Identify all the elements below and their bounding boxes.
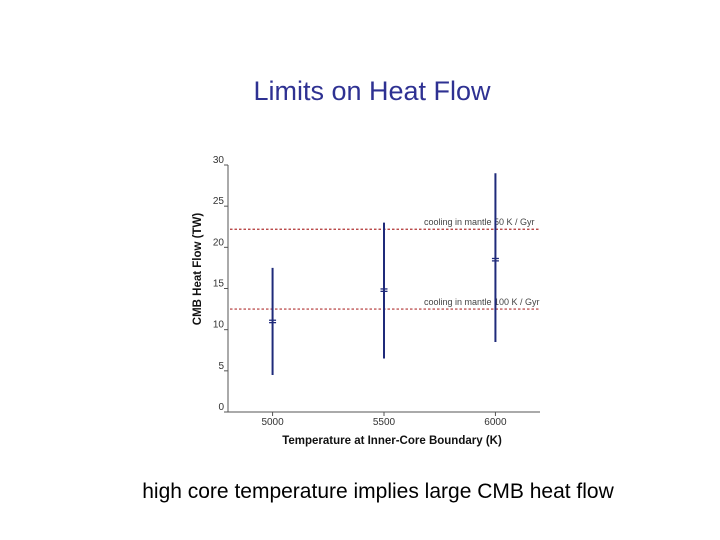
x-tick-label: 5500 (373, 417, 396, 428)
y-tick-label: 15 (213, 279, 225, 290)
y-axis-title: CMB Heat Flow (TW) (192, 213, 204, 326)
reference-line-label: cooling in mantle 100 K / Gyr (424, 297, 540, 307)
slide-caption: high core temperature implies large CMB … (142, 480, 614, 503)
x-tick-label: 5000 (261, 417, 284, 428)
y-tick-label: 20 (213, 237, 225, 248)
x-axis-title: Temperature at Inner-Core Boundary (K) (282, 435, 502, 447)
data-points (269, 173, 499, 375)
x-ticks: 5000 5500 6000 (261, 412, 507, 428)
y-tick-label: 25 (213, 196, 225, 207)
x-tick-label: 6000 (484, 417, 507, 428)
y-tick-label: 30 (213, 155, 225, 166)
y-tick-label: 0 (218, 402, 224, 413)
slide-title: Limits on Heat Flow (253, 76, 491, 106)
reference-line-label: cooling in mantle 50 K / Gyr (424, 217, 535, 227)
y-tick-label: 5 (218, 361, 224, 372)
y-tick-label: 10 (213, 320, 225, 331)
y-ticks: 0 5 10 15 20 25 30 (213, 155, 228, 413)
